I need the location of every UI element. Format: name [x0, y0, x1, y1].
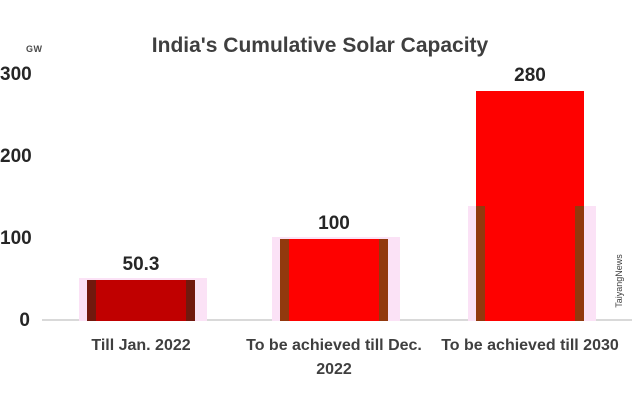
bar-value-label: 50.3 — [122, 253, 160, 275]
bar — [87, 279, 195, 321]
y-tick-label: 100 — [0, 228, 32, 249]
bar — [280, 239, 388, 321]
watermark: TaiyangNews — [614, 254, 624, 308]
x-category-label: To be achieved till 2030 — [441, 337, 619, 354]
chart-title: India's Cumulative Solar Capacity — [151, 34, 489, 57]
x-category-label: Till Jan. 2022 — [91, 337, 191, 354]
y-tick-label: 300 — [0, 64, 32, 85]
bar-value-label: 100 — [318, 213, 350, 234]
bar-value-label: 280 — [514, 65, 546, 87]
x-category-label: To be achieved till Dec. 2022 — [246, 337, 422, 378]
bar-edge-strip — [87, 279, 96, 321]
bar-edge-strip — [379, 239, 388, 321]
bar-edge-strip — [280, 239, 289, 321]
bar-edge-strip — [476, 206, 485, 321]
bar-edge-strip — [186, 279, 195, 321]
y-tick-label: 200 — [0, 146, 32, 167]
bar — [476, 91, 584, 321]
bar-edge-strip — [575, 206, 584, 321]
y-axis-unit-label: GW — [26, 44, 43, 54]
y-tick-label: 0 — [19, 310, 30, 331]
